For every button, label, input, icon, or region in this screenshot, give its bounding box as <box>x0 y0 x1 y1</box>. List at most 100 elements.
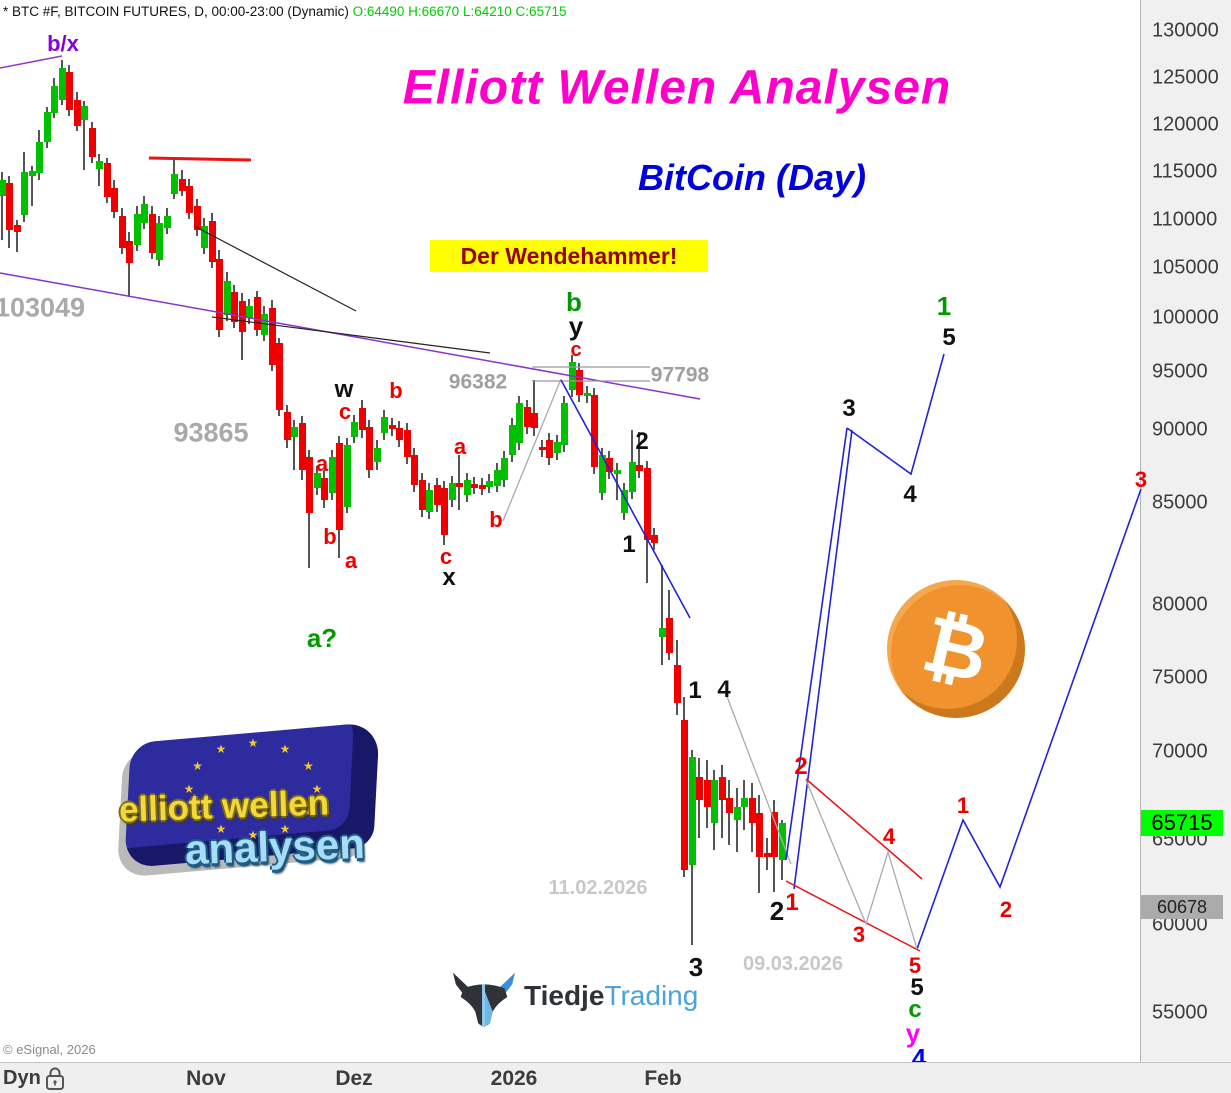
candle <box>778 823 786 860</box>
ohlc-values-text: O:64490 H:66670 L:64210 C:65715 <box>352 4 567 19</box>
candle <box>103 163 111 197</box>
price-tick: 125000 <box>1152 66 1219 89</box>
price-tick: 115000 <box>1152 160 1218 183</box>
candle <box>140 204 148 223</box>
candle <box>305 457 313 513</box>
price-tick: 100000 <box>1152 306 1219 329</box>
candle <box>13 225 21 232</box>
candle-wick <box>31 166 33 206</box>
candle <box>223 281 231 315</box>
candle <box>118 216 126 248</box>
candle-wick <box>638 432 640 478</box>
candle <box>710 780 718 823</box>
candle <box>298 423 306 470</box>
candle <box>613 470 621 474</box>
candle <box>313 473 321 488</box>
eu-star-icon: ★ <box>192 805 203 819</box>
candle <box>50 86 58 113</box>
candle <box>455 483 463 487</box>
candle <box>598 455 606 493</box>
candle <box>500 458 508 480</box>
candle <box>395 428 403 440</box>
candle <box>5 183 13 230</box>
candle-wick <box>721 765 723 838</box>
lock-icon[interactable] <box>44 1066 66 1091</box>
candle <box>245 306 253 318</box>
candle <box>155 223 163 260</box>
candle <box>260 314 268 335</box>
candle <box>163 216 171 228</box>
candle-wick <box>616 463 618 500</box>
candle <box>673 665 681 703</box>
price-tick: 90000 <box>1152 418 1208 441</box>
page-subtitle: BitCoin (Day) <box>638 157 866 198</box>
candle <box>73 100 81 126</box>
candle <box>740 798 748 807</box>
candle <box>635 465 643 471</box>
candle <box>388 425 396 429</box>
candle <box>538 447 546 450</box>
candle <box>695 777 703 800</box>
candle <box>560 403 568 445</box>
page-title: Elliott Wellen Analysen <box>402 61 952 115</box>
candle-wick <box>98 154 100 186</box>
price-axis[interactable]: 130000 125000 120000 115000 110000 105000 1000… <box>1140 0 1231 1062</box>
candle <box>215 259 223 330</box>
price-tick: 85000 <box>1152 491 1208 514</box>
eu-star-icon: ★ <box>303 805 314 819</box>
candle <box>425 490 433 512</box>
candle <box>35 142 43 173</box>
eu-star-icon: ★ <box>279 821 291 836</box>
candle <box>470 484 478 488</box>
candle <box>688 757 696 865</box>
candle <box>335 443 343 530</box>
candle <box>193 206 201 230</box>
candle-wick <box>661 565 663 665</box>
candle <box>283 412 291 440</box>
symbol-info-text: * BTC #F, BITCOIN FUTURES, D, 00:00-23:0… <box>3 4 349 19</box>
candle <box>125 241 133 263</box>
candle <box>770 812 778 857</box>
candle <box>208 221 216 262</box>
time-axis[interactable]: Dyn Nov Dez 2026 Feb <box>0 1062 1231 1093</box>
current-price-box: 65715 <box>1141 810 1223 836</box>
time-label: Nov <box>186 1067 226 1090</box>
candle <box>418 480 426 510</box>
candle <box>755 813 763 857</box>
secondary-price-box: 60678 <box>1141 895 1223 919</box>
candle <box>230 292 238 322</box>
price-tick: 120000 <box>1152 113 1219 136</box>
candle <box>95 161 103 169</box>
candle <box>65 72 73 110</box>
time-label: Feb <box>644 1067 682 1090</box>
candle-wick <box>128 232 130 297</box>
candle <box>170 174 178 194</box>
candlestick-layer <box>0 60 786 945</box>
candle <box>703 780 711 807</box>
candle <box>680 720 688 870</box>
tiedje-trading-logo: Tiedje Trading <box>450 960 698 1032</box>
candle <box>763 853 771 857</box>
candle <box>440 488 448 535</box>
candle-wick <box>1 172 3 240</box>
candle <box>523 407 531 427</box>
candle <box>328 457 336 493</box>
candle <box>200 226 208 248</box>
ewa-logo-text-bottom: analysen <box>184 819 366 874</box>
time-label: Dez <box>335 1067 373 1090</box>
candle-wick <box>293 420 295 470</box>
candle <box>650 535 658 543</box>
candle <box>515 403 523 443</box>
candle <box>448 483 456 500</box>
candle <box>43 112 51 142</box>
bull-icon <box>452 972 516 1028</box>
candle <box>553 442 561 453</box>
time-label: 2026 <box>490 1067 538 1090</box>
price-tick: 60000 <box>1152 913 1208 936</box>
candle <box>320 478 328 500</box>
candle <box>365 427 373 470</box>
candle <box>620 490 628 513</box>
dyn-mode-label[interactable]: Dyn <box>3 1067 41 1089</box>
candle <box>80 106 88 120</box>
